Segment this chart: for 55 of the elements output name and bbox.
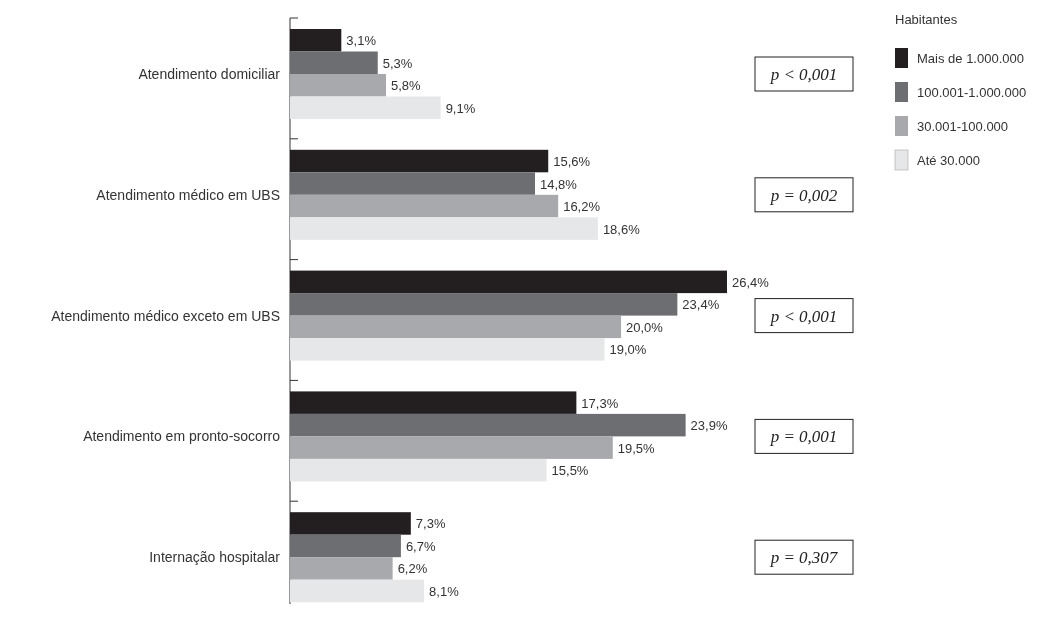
text: p = 0,001 (769, 427, 838, 447)
text: p = 0,307 (769, 548, 839, 568)
bar (290, 338, 605, 361)
data-label: 23,9% (690, 418, 728, 434)
data-label: 5,3% (382, 55, 413, 71)
data-label: 8,1% (429, 583, 460, 599)
bar (290, 391, 577, 414)
data-label: 19,5% (617, 440, 656, 456)
text: p < 0,001 (769, 65, 838, 84)
data-label: 7,3% (415, 516, 446, 532)
y-tick-label: Atendimento médico exceto em UBS (51, 307, 280, 324)
data-label: 6,7% (405, 538, 436, 554)
bar (290, 74, 387, 97)
y-tick-label: Atendimento em pronto-socorro (83, 428, 281, 445)
bar (290, 270, 727, 294)
bar (290, 51, 378, 74)
data-label: 20,0% (626, 319, 664, 335)
data-label: 3,1% (346, 33, 377, 49)
data-label: 5,8% (391, 78, 422, 94)
bar (290, 217, 598, 240)
bar (290, 458, 547, 482)
y-tick-label: Atendimento domiciliar (138, 66, 281, 82)
bar (290, 149, 549, 173)
data-label: 26,4% (732, 274, 770, 290)
data-label: 19,0% (609, 342, 647, 358)
legend-label: Mais de 1.000.000 (917, 51, 1024, 66)
data-label: 15,6% (553, 154, 591, 170)
bar (290, 512, 411, 535)
bar (290, 534, 401, 558)
data-label: 14,8% (539, 176, 578, 192)
data-label: 23,4% (682, 297, 720, 313)
legend-label: 30.001-100.000 (917, 119, 1009, 134)
bar (290, 315, 622, 339)
data-label: 16,2% (563, 199, 601, 215)
legend-title: Habitantes (895, 12, 958, 27)
data-label: 6,2% (397, 561, 428, 577)
text: p < 0,001 (769, 306, 838, 326)
bar (290, 29, 342, 52)
bar (290, 96, 441, 119)
data-label: 18,6% (602, 221, 641, 237)
data-label: 17,3% (581, 395, 619, 411)
bar (290, 579, 425, 603)
bar (290, 194, 559, 218)
bar (290, 293, 678, 316)
bar (290, 413, 686, 437)
bar (290, 557, 393, 580)
data-label: 15,5% (551, 463, 589, 479)
bar (290, 172, 535, 195)
legend-label: 100.001-1.000.000 (917, 85, 1027, 100)
bar (290, 436, 613, 459)
y-tick-label: Atendimento médico em UBS (96, 186, 280, 203)
text: p = 0,002 (769, 185, 838, 205)
y-tick-label: Internação hospitalar (149, 549, 281, 566)
data-label: 9,1% (445, 100, 476, 116)
legend-label: Até 30.000 (917, 153, 980, 168)
